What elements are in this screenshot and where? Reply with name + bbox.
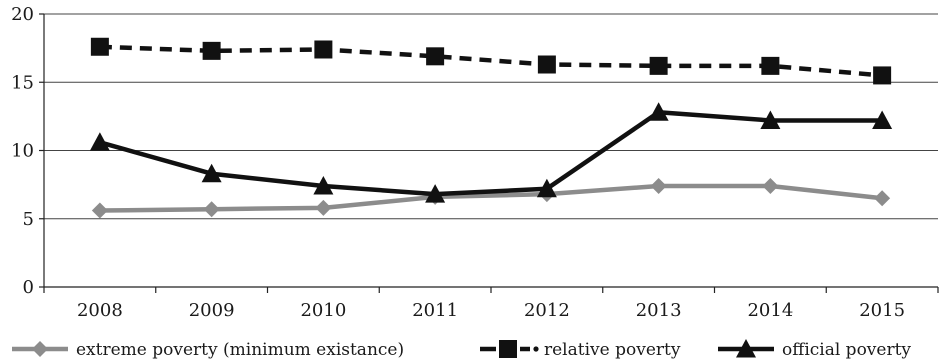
legend-item-relative: relative poverty [480,340,681,360]
legend-marker [499,340,517,358]
data-point-relative [761,56,780,75]
legend: extreme poverty (minimum existance) relat… [12,339,911,360]
x-tick-label: 2010 [300,300,346,321]
data-point-official [536,178,557,198]
legend-item-official: official poverty [718,339,911,360]
legend-label: relative poverty [544,340,681,360]
y-tick-label: 10 [11,141,34,162]
legend-marker [32,341,48,357]
y-axis-ticks: 0 5 10 15 20 [11,4,44,298]
x-tick-label: 2015 [859,300,905,321]
series-relative [90,37,892,85]
data-point-official [201,163,222,183]
series-official [89,102,893,203]
series-line-relative [99,44,883,78]
y-tick-label: 20 [11,4,34,25]
x-axis-ticks: 2008 2009 2010 2011 2012 2013 2014 2015 [43,287,939,321]
data-point-extreme [650,177,667,194]
legend-label: extreme poverty (minimum existance) [76,340,404,360]
data-point-relative [649,56,668,75]
x-tick-label: 2011 [412,300,458,321]
data-point-official [648,102,669,121]
x-tick-label: 2012 [524,300,570,321]
x-tick-label: 2014 [747,300,793,321]
y-tick-label: 15 [11,72,34,93]
data-point-extreme [762,177,779,194]
data-point-official [760,110,781,129]
data-point-relative [314,40,333,59]
data-point-official [313,175,334,195]
data-point-relative [537,55,556,74]
series-line-official [99,110,883,197]
x-tick-label: 2008 [77,300,123,321]
data-point-official [425,184,446,203]
series-group [89,37,893,219]
x-tick-label: 2009 [189,300,235,321]
data-point-relative [90,37,109,56]
data-point-official [89,132,110,151]
series-line-extreme [99,183,883,213]
data-point-relative [202,41,221,60]
data-point-extreme [203,201,220,218]
data-point-extreme [91,202,108,219]
y-tick-label: 0 [23,277,34,298]
x-tick-label: 2013 [636,300,682,321]
gridlines [44,13,938,220]
legend-marker [736,339,756,358]
legend-dot [533,346,539,352]
series-extreme [91,177,891,219]
data-point-relative [426,47,445,66]
data-point-extreme [315,199,332,216]
data-point-extreme [874,190,891,207]
data-point-official [872,110,893,129]
legend-item-extreme: extreme poverty (minimum existance) [12,340,404,360]
data-point-relative [873,66,892,85]
legend-label: official poverty [782,340,911,360]
y-tick-label: 5 [23,209,34,230]
